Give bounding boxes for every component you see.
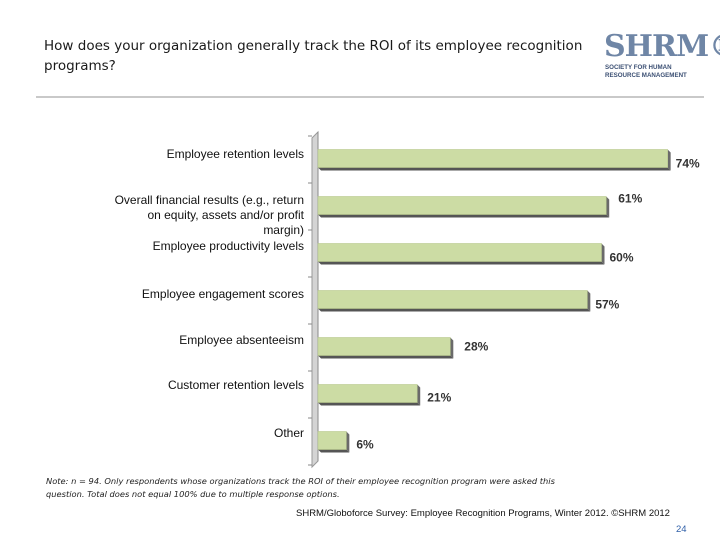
bar-side xyxy=(450,337,454,359)
category-label: Overall financial results (e.g., return … xyxy=(114,193,304,237)
bar xyxy=(317,384,418,403)
bar-side xyxy=(601,243,605,265)
shrm-logo: SHRM ® SOCIETY FOR HUMAN RESOURCE MANAGE… xyxy=(604,28,720,94)
bar-value-label: 61% xyxy=(618,192,642,206)
category-label: Employee absenteeism xyxy=(179,333,304,347)
bar-side xyxy=(417,384,421,406)
footnote: Note: n = 94. Only respondents whose org… xyxy=(46,476,555,499)
bar-value-label: 60% xyxy=(610,251,634,265)
bar-value-label: 28% xyxy=(464,340,488,354)
bar-shadow xyxy=(318,167,671,171)
header-divider xyxy=(36,96,704,98)
bar-side xyxy=(606,196,610,218)
bar xyxy=(317,337,451,356)
bar-shadow xyxy=(318,261,605,265)
bar-value-label: 6% xyxy=(356,438,374,452)
bar xyxy=(317,290,588,309)
bar-side xyxy=(667,149,671,171)
bar-value-label: 74% xyxy=(676,157,700,171)
registered-mark: ® xyxy=(709,29,720,64)
logo-wordmark: SHRM xyxy=(604,28,709,64)
category-label: Employee productivity levels xyxy=(152,239,304,253)
bar-shadow xyxy=(318,308,591,312)
page-number: 24 xyxy=(676,524,687,535)
logo-line-2: RESOURCE MANAGEMENT xyxy=(605,71,687,79)
bar-shadow xyxy=(318,355,454,359)
bar-side xyxy=(587,290,591,312)
bar-side xyxy=(346,431,350,453)
bar-shadow xyxy=(318,402,421,406)
category-label: Employee engagement scores xyxy=(141,287,304,301)
logo-mark: SHRM ® xyxy=(604,28,720,64)
bar xyxy=(317,149,668,168)
bar xyxy=(317,196,607,215)
category-label: Other xyxy=(273,426,304,440)
bar-value-label: 21% xyxy=(427,391,451,405)
bar-shadow xyxy=(318,449,350,453)
logo-line-1: SOCIETY FOR HUMAN xyxy=(605,64,672,71)
bar xyxy=(317,431,347,450)
bar-value-label: 57% xyxy=(595,298,619,312)
category-label: Customer retention levels xyxy=(167,378,304,392)
axis-wall xyxy=(311,130,319,469)
bar-shadow xyxy=(318,214,610,218)
category-label: Employee retention levels xyxy=(166,147,304,161)
source-footer: SHRM/Globoforce Survey: Employee Recogni… xyxy=(296,508,670,519)
page-title: How does your organization generally tra… xyxy=(44,38,583,74)
bar xyxy=(317,243,602,262)
